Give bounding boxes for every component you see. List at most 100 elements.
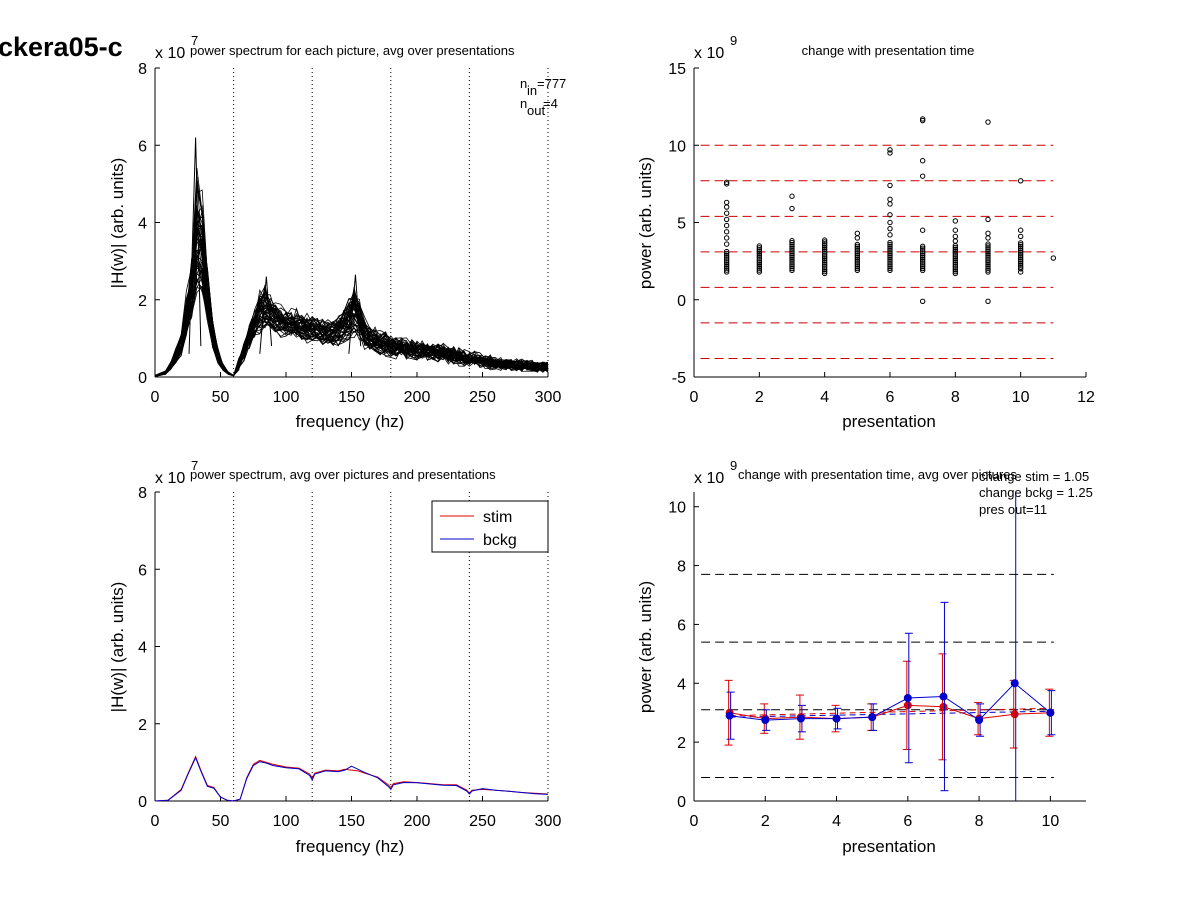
y-tick-label: 4 (677, 676, 686, 693)
data-point (887, 247, 893, 253)
data-point (854, 247, 861, 253)
y-tick-label: 0 (677, 293, 686, 310)
y-axis-label: |H(w)| (arb. units) (108, 582, 127, 713)
data-point (854, 241, 861, 248)
outlier-point (985, 298, 991, 304)
data-point (985, 259, 991, 266)
data-point (919, 245, 926, 251)
data-point (821, 270, 828, 277)
data-point (985, 261, 991, 268)
x-tick-label: 8 (951, 389, 960, 406)
outlier-point (723, 210, 730, 216)
marker-bckg (903, 694, 912, 702)
data-point (723, 265, 730, 271)
data-point (952, 250, 959, 256)
data-point (887, 258, 893, 264)
panel-change-with-presentation: x 10 9 change with presentation time pre… (636, 33, 1095, 431)
legend-label-stim: stim (483, 509, 512, 526)
data-point (985, 248, 991, 255)
x-tick-label: 250 (469, 389, 496, 406)
data-point (789, 260, 795, 266)
data-point (821, 263, 828, 269)
outlier-point (1017, 233, 1024, 240)
x-axis-label: presentation (842, 837, 936, 856)
data-point (887, 249, 893, 255)
data-point (1017, 264, 1024, 270)
data-point (821, 246, 828, 253)
data-point (821, 255, 828, 262)
figure-label: ckera05-c (0, 32, 123, 62)
data-point (756, 252, 763, 258)
outlier-point (952, 227, 959, 233)
data-point (952, 263, 959, 269)
y-tick-label: 6 (138, 562, 147, 579)
data-point (854, 245, 861, 251)
outlier-point (919, 298, 926, 304)
data-point (821, 254, 828, 260)
data-point (723, 256, 730, 262)
data-point (919, 249, 926, 255)
x-tick-label: 200 (404, 389, 431, 406)
data-point (952, 265, 959, 271)
x-tick-label: 8 (975, 813, 984, 830)
outlier-point (723, 241, 730, 247)
data-point (952, 268, 959, 275)
legend: stim bckg (431, 500, 549, 553)
y-tick-label: 10 (668, 138, 686, 155)
outlier-point (1017, 227, 1024, 233)
data-point (919, 267, 926, 274)
panel-title: power spectrum, avg over pictures and pr… (190, 467, 496, 482)
data-point (789, 258, 795, 264)
data-point (887, 263, 893, 270)
outlier-point (887, 196, 893, 203)
data-point (821, 267, 828, 273)
data-point (1050, 255, 1057, 261)
data-point (756, 265, 763, 271)
data-point (952, 257, 959, 264)
data-point (821, 237, 828, 243)
panel-spectrum-average: x 10 7 power spectrum, avg over pictures… (108, 458, 561, 856)
x-tick-label: 4 (832, 813, 841, 830)
data-point (952, 259, 959, 266)
data-point (952, 267, 959, 273)
data-point (723, 263, 730, 270)
data-point (854, 249, 861, 255)
y-tick-label: 0 (677, 794, 686, 811)
x-tick-label: 100 (273, 389, 300, 406)
marker-bckg (975, 716, 984, 725)
data-point (756, 245, 763, 251)
data-point (1017, 247, 1024, 254)
data-point (756, 256, 763, 262)
x-axis-label: frequency (hz) (296, 837, 405, 856)
data-point (887, 265, 893, 272)
x-tick-label: 200 (404, 813, 431, 830)
data-point (1017, 242, 1024, 248)
data-point (821, 261, 828, 267)
panel-change-average: x 10 9 change with presentation time, av… (636, 458, 1093, 856)
data-point (854, 256, 861, 262)
data-point (789, 249, 795, 255)
data-point (985, 256, 991, 262)
spectrum-trace (154, 207, 549, 377)
y-tick-label: 8 (677, 559, 686, 576)
outlier-point (985, 230, 991, 237)
x-axis-label: presentation (842, 412, 936, 431)
data-point (756, 261, 763, 268)
data-point (1017, 256, 1024, 263)
data-point (1017, 240, 1024, 246)
marker-bckg (832, 714, 841, 723)
marker-stim (939, 702, 948, 711)
x-tick-label: 150 (338, 389, 365, 406)
data-point (789, 238, 795, 244)
outlier-point (887, 212, 893, 218)
y-tick-label: 2 (677, 735, 686, 752)
outlier-point (919, 227, 926, 233)
trend-line-stim (729, 707, 1051, 717)
data-point (952, 255, 959, 262)
spectrum-peak-trace (188, 137, 202, 354)
n-in-value: =777 (537, 76, 566, 91)
data-point (985, 245, 991, 251)
data-point (723, 258, 730, 264)
data-point (919, 262, 926, 268)
data-point (985, 252, 991, 258)
